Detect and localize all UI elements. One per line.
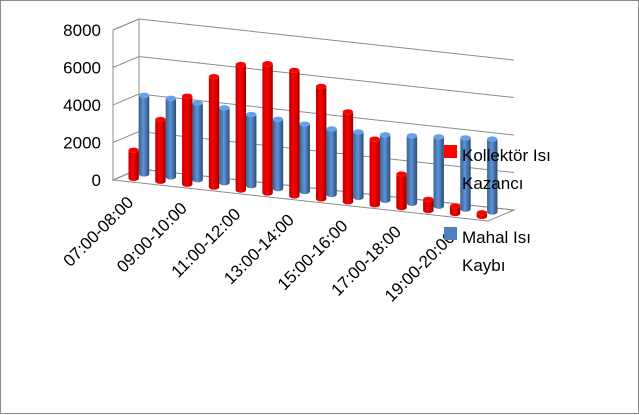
bar-mahal-5 xyxy=(272,116,284,192)
gridline xyxy=(112,55,515,98)
bar-kollektor-9 xyxy=(369,136,380,208)
y-tick-label: 6000 xyxy=(63,59,101,78)
bar-mahal-7 xyxy=(326,126,337,198)
bar-mahal-8 xyxy=(353,129,364,201)
y-tick-label: 4000 xyxy=(63,96,101,115)
bar-kollektor-3 xyxy=(208,73,220,190)
bar-kollektor-12 xyxy=(449,203,461,217)
bar-mahal-1 xyxy=(165,95,177,180)
bar-mahal-4 xyxy=(246,111,257,189)
bar-kollektor-0 xyxy=(128,147,139,181)
gridline xyxy=(112,93,515,136)
bar-mahal-0 xyxy=(138,92,150,177)
bar-mahal-12 xyxy=(460,135,471,212)
bar-mahal-10 xyxy=(406,133,418,206)
bar-mahal-13 xyxy=(487,136,498,215)
bar-kollektor-4 xyxy=(235,61,247,193)
bar-kollektor-11 xyxy=(423,196,434,214)
bar-kollektor-13 xyxy=(476,210,488,220)
legend-swatch-kollektor xyxy=(444,145,457,158)
bar-kollektor-10 xyxy=(396,171,407,211)
bar-kollektor-5 xyxy=(262,61,273,196)
y-tick-label: 2000 xyxy=(63,134,101,153)
bar-kollektor-1 xyxy=(155,116,166,184)
legend-label-mahal: Mahal Isı Kaybı xyxy=(462,228,531,275)
bar-kollektor-8 xyxy=(342,109,354,205)
bar-mahal-11 xyxy=(433,134,444,209)
gridline xyxy=(112,18,515,61)
bar-mahal-3 xyxy=(219,105,230,186)
legend-swatch-mahal xyxy=(444,227,457,240)
bar-mahal-9 xyxy=(379,132,391,203)
legend: Kollektör Isı Kazancı Mahal Isı Kaybı xyxy=(444,145,551,275)
y-axis-tick-labels: 8000 6000 4000 2000 0 xyxy=(63,21,101,190)
bar-kollektor-7 xyxy=(315,83,327,202)
bar-mahal-2 xyxy=(192,100,203,183)
y-tick-label: 0 xyxy=(92,171,101,190)
legend-label-kollektor: Kollektör Isı Kazancı xyxy=(462,146,551,193)
bar-kollektor-6 xyxy=(289,67,300,199)
y-tick-label: 8000 xyxy=(63,21,101,40)
bar-mahal-6 xyxy=(299,121,310,195)
bar-kollektor-2 xyxy=(182,93,193,187)
chart-bars xyxy=(128,61,498,220)
